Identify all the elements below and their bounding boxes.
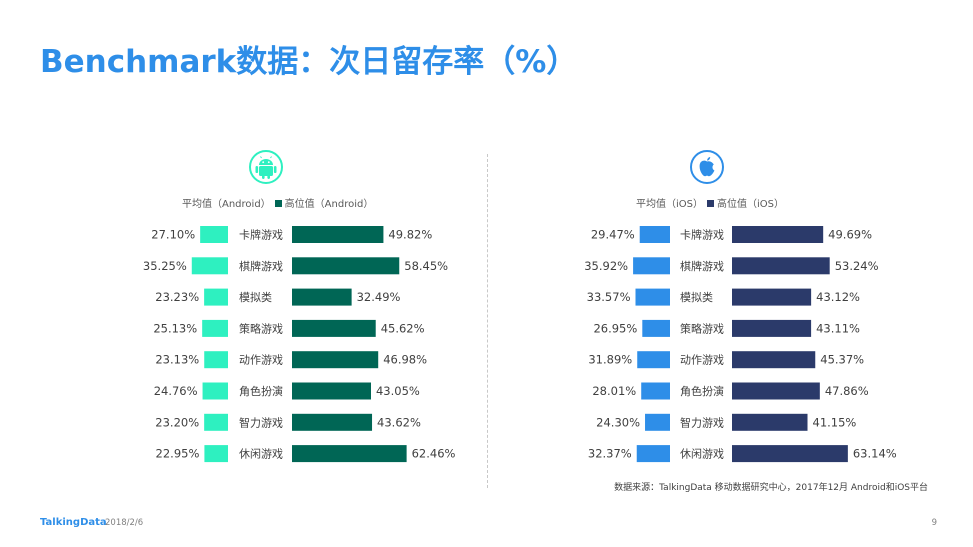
- category-android: 策略游戏: [239, 321, 283, 335]
- bar-android-avg: [204, 445, 228, 463]
- bar-android-avg: [202, 319, 228, 337]
- category-android: 智力游戏: [239, 415, 283, 429]
- legend-ios: 平均值（iOS） 高位值（iOS）: [636, 195, 784, 210]
- category-ios: 角色扮演: [680, 384, 724, 398]
- bar-ios-avg: [633, 257, 670, 275]
- apple-logo-icon: [690, 150, 724, 184]
- label-android-high: 49.82%: [388, 228, 432, 242]
- label-android-avg: 35.25%: [143, 259, 187, 273]
- bar-ios-avg: [645, 413, 670, 431]
- category-ios: 棋牌游戏: [680, 259, 724, 273]
- bar-ios-high: [732, 288, 812, 306]
- label-ios-avg: 26.95%: [593, 321, 637, 335]
- label-android-high: 43.05%: [376, 384, 420, 398]
- category-android: 模拟类: [239, 290, 272, 304]
- legend-swatch-ios-high: [707, 200, 714, 207]
- label-ios-high: 43.12%: [816, 290, 860, 304]
- bar-ios-high: [732, 351, 816, 369]
- legend-android-avg: 平均值（Android）: [182, 199, 271, 210]
- panel-divider: [487, 154, 488, 488]
- bar-android-high: [292, 445, 407, 463]
- category-ios: 策略游戏: [680, 321, 724, 335]
- category-ios: 智力游戏: [680, 415, 724, 429]
- label-ios-high: 49.69%: [828, 228, 872, 242]
- category-android: 角色扮演: [239, 384, 283, 398]
- label-android-high: 45.62%: [381, 321, 425, 335]
- label-android-high: 32.49%: [357, 290, 401, 304]
- category-ios: 卡牌游戏: [680, 228, 724, 242]
- footer-date: 2018/2/6: [105, 518, 144, 528]
- bar-android-high: [292, 288, 352, 306]
- bar-android-high: [292, 319, 376, 337]
- label-android-avg: 23.23%: [155, 290, 199, 304]
- category-android: 休闲游戏: [239, 447, 283, 461]
- bar-android-avg: [202, 382, 228, 400]
- bar-android-avg: [191, 257, 228, 275]
- android-robot-icon: [249, 150, 283, 184]
- bar-ios-avg: [639, 226, 670, 243]
- bar-ios-high: [732, 445, 848, 463]
- category-ios: 模拟类: [680, 290, 713, 304]
- bar-android-avg: [204, 413, 228, 431]
- label-ios-high: 43.11%: [816, 321, 860, 335]
- label-ios-high: 47.86%: [825, 384, 869, 398]
- label-ios-high: 41.15%: [813, 415, 857, 429]
- label-ios-avg: 29.47%: [591, 228, 635, 242]
- bar-ios-avg: [642, 319, 670, 337]
- label-android-avg: 25.13%: [153, 321, 197, 335]
- bar-ios-high: [732, 413, 808, 431]
- category-android: 卡牌游戏: [239, 228, 283, 242]
- label-android-avg: 27.10%: [151, 228, 195, 242]
- label-android-high: 58.45%: [404, 259, 448, 273]
- label-ios-avg: 31.89%: [588, 353, 632, 367]
- bar-android-high: [292, 413, 373, 431]
- label-ios-high: 45.37%: [820, 353, 864, 367]
- legend-ios-high: 高位值（iOS）: [717, 199, 784, 210]
- bar-android-high: [292, 226, 384, 243]
- bar-android-avg: [200, 226, 228, 243]
- label-ios-avg: 32.37%: [588, 447, 632, 461]
- bar-ios-high: [732, 226, 824, 243]
- label-ios-avg: 35.92%: [584, 259, 628, 273]
- bar-android-high: [292, 257, 400, 275]
- page-number: 9: [931, 518, 937, 528]
- label-ios-high: 53.24%: [835, 259, 879, 273]
- legend-android-high: 高位值（Android）: [284, 199, 374, 210]
- label-android-avg: 23.13%: [155, 353, 199, 367]
- label-android-avg: 23.20%: [155, 415, 199, 429]
- label-ios-avg: 28.01%: [592, 384, 636, 398]
- page-title: Benchmark数据：次日留存率（%）: [40, 44, 578, 80]
- bar-ios-avg: [635, 288, 670, 306]
- label-android-avg: 24.76%: [154, 384, 198, 398]
- bar-ios-high: [732, 257, 830, 275]
- bar-android-high: [292, 382, 371, 400]
- bar-ios-avg: [641, 382, 670, 400]
- bar-ios-avg: [636, 445, 670, 463]
- bar-android-avg: [204, 288, 228, 306]
- label-android-high: 46.98%: [383, 353, 427, 367]
- footer-brand: TalkingData: [40, 517, 107, 528]
- category-ios: 休闲游戏: [680, 447, 724, 461]
- label-ios-high: 63.14%: [853, 447, 897, 461]
- category-android: 棋牌游戏: [239, 259, 283, 273]
- legend-swatch-android-high: [274, 200, 282, 207]
- category-ios: 动作游戏: [680, 354, 724, 367]
- category-android: 动作游戏: [239, 354, 283, 367]
- label-android-high: 43.62%: [377, 415, 421, 429]
- label-ios-avg: 33.57%: [587, 290, 631, 304]
- legend-android: 平均值（Android） 高位值（Android）: [182, 195, 373, 210]
- legend-ios-avg: 平均值（iOS）: [636, 199, 703, 210]
- bar-android-high: [292, 351, 379, 369]
- bar-android-avg: [204, 351, 228, 369]
- bar-ios-high: [732, 319, 812, 337]
- bar-ios-high: [732, 382, 820, 400]
- label-ios-avg: 24.30%: [596, 415, 640, 429]
- data-source-note: 数据来源：TalkingData 移动数据研究中心，2017年12月 Andro…: [614, 483, 928, 493]
- bar-ios-avg: [637, 351, 670, 369]
- label-android-avg: 22.95%: [156, 447, 200, 461]
- label-android-high: 62.46%: [412, 447, 456, 461]
